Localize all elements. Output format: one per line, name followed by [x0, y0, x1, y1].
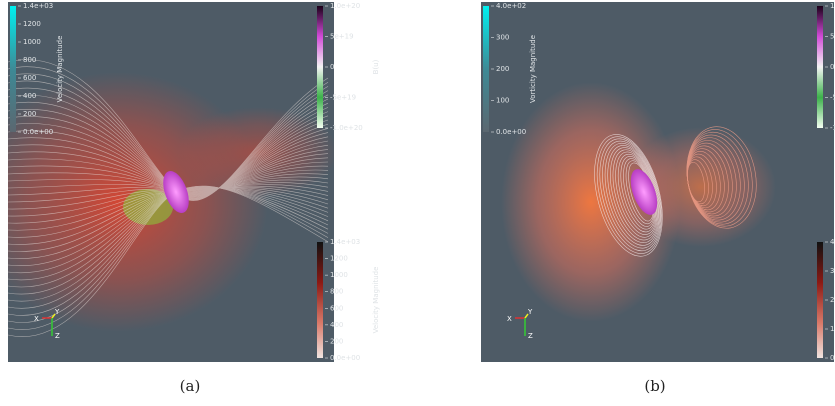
colorbar-label: 100 — [496, 97, 509, 105]
panel: 4.0e+02 300 200 100 0.0e+00 Vorticity Magnitu… — [481, 2, 835, 362]
colorbar — [817, 242, 823, 358]
colorbar — [317, 6, 323, 128]
colorbar-label: 1.4e+03 — [23, 2, 53, 10]
colorbar-title: B(u) — [372, 59, 380, 74]
colorbar-label: 0.0e+00 — [830, 354, 835, 362]
colorbar-label: -1.0e+20 — [830, 124, 835, 132]
colorbar-label: 600 — [23, 74, 36, 82]
colorbar-label: 5e+19 — [330, 33, 354, 41]
colorbar-label: 200 — [23, 110, 36, 118]
colorbar-label: 400 — [330, 321, 343, 329]
colorbar-label: 1200 — [23, 20, 41, 28]
colorbar-label: 200 — [330, 337, 343, 345]
colorbar-title: Velocity Magnitude — [56, 36, 64, 103]
colorbar-label: -5e+19 — [330, 94, 356, 102]
colorbar-label: 800 — [330, 288, 343, 296]
colorbar-label: 5e+19 — [830, 33, 835, 41]
colorbar-title: Vorticity Magnitude — [529, 35, 537, 103]
axis-label: X — [34, 315, 39, 323]
colorbar-label: 1000 — [23, 38, 41, 46]
colorbar-label: 1.0e+20 — [330, 2, 360, 10]
colorbar-label: 600 — [330, 304, 343, 312]
colorbar — [483, 6, 489, 132]
axis-label: X — [507, 315, 512, 323]
figure: 1.4e+03120010008006004002000.0e+00Veloci… — [0, 0, 835, 406]
colorbar-label: 0.0e+00 — [23, 128, 53, 136]
colorbar — [317, 242, 323, 358]
axis-label: Z — [55, 332, 60, 340]
colorbar-label: 1200 — [330, 255, 348, 263]
axis-label: Y — [527, 308, 533, 316]
colorbar — [10, 6, 16, 132]
axis-label: Y — [54, 308, 60, 316]
caption: (b) — [644, 377, 665, 395]
colorbar-label: 0.0e+00 — [330, 354, 360, 362]
colorbar-label: 1000 — [330, 271, 348, 279]
colorbar-label: 800 — [23, 56, 36, 64]
colorbar-label: -5e+19 — [830, 94, 835, 102]
colorbar-label: 1.0e+20 — [830, 2, 835, 10]
colorbar-label: -1.0e+20 — [330, 124, 363, 132]
caption: (a) — [180, 377, 201, 395]
panel: 1.4e+03 1200 1000 800 600 400 200 0.0e+00 Veloci… — [0, 2, 380, 362]
colorbar-label: 300 — [496, 34, 509, 42]
colorbar-label: 0.0e+00 — [496, 128, 526, 136]
axis-label: Z — [528, 332, 533, 340]
colorbar-label: 400 — [23, 92, 36, 100]
colorbar-label: 4.0e+02 — [830, 238, 835, 246]
colorbar-label: 0 — [330, 63, 334, 71]
colorbar-title: Velocity Magnitude — [372, 267, 380, 334]
colorbar-label: 200 — [496, 65, 509, 73]
colorbar-label: 4.0e+02 — [496, 2, 526, 10]
colorbar-label: 100 — [830, 325, 835, 333]
colorbar-label: 200 — [830, 296, 835, 304]
colorbar — [817, 6, 823, 128]
colorbar-label: 1.4e+03 — [330, 238, 360, 246]
colorbar-label: 300 — [830, 267, 835, 275]
colorbar-label: 0 — [830, 63, 834, 71]
